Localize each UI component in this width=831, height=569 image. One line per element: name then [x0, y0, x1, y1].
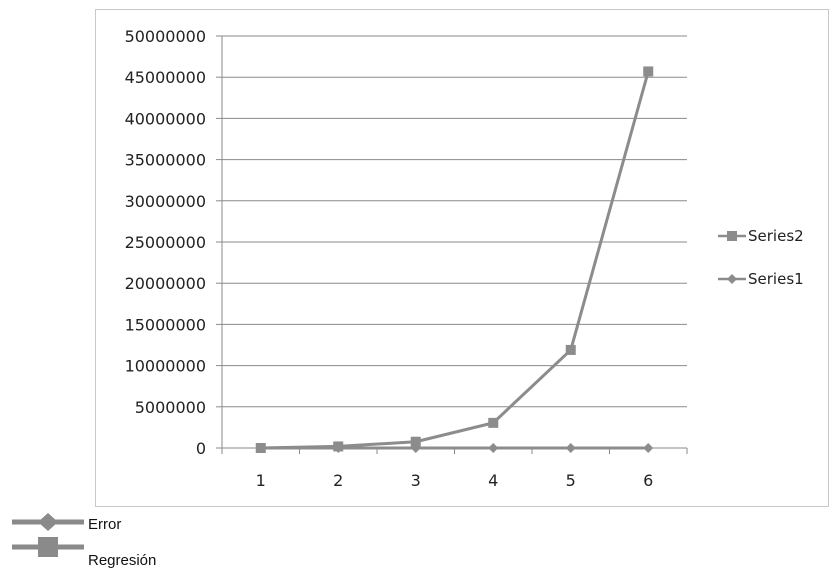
data-point-series2 — [565, 344, 576, 355]
series-line-series2 — [260, 71, 650, 450]
x-tick-label: 1 — [256, 471, 266, 490]
y-tick-label: 45000000 — [125, 68, 206, 87]
data-point-series1 — [488, 443, 499, 453]
bottom-legend-entry-regresion: Regresión — [12, 537, 156, 569]
data-point-series2 — [488, 417, 499, 428]
legend-label-series1: Series1 — [748, 270, 804, 288]
x-tick-label: 2 — [333, 471, 343, 490]
x-tick-label: 6 — [643, 471, 653, 490]
data-point-series2 — [255, 443, 266, 453]
data-point-series1 — [643, 443, 654, 453]
y-tick-label: 5000000 — [135, 398, 206, 417]
y-tick-label: 20000000 — [125, 274, 206, 293]
diamond-marker-icon — [38, 513, 58, 531]
square-marker-icon — [38, 537, 58, 557]
diamond-marker-icon — [727, 274, 737, 284]
x-tick-label: 4 — [488, 471, 498, 490]
data-point-series2 — [643, 66, 654, 77]
y-tick-label: 30000000 — [125, 192, 206, 211]
gridlines — [216, 35, 688, 454]
series-layer — [255, 66, 654, 453]
bottom-legend: Error Regresión — [12, 513, 156, 569]
legend-entry-series2: Series2 — [718, 227, 804, 245]
square-marker-icon — [727, 231, 737, 241]
y-tick-label: 35000000 — [125, 151, 206, 170]
chart-legend: Series2 Series1 — [718, 227, 804, 288]
bottom-legend-label-error: Error — [88, 516, 121, 533]
y-tick-label: 0 — [196, 439, 206, 458]
x-axis-ticks: 1 2 3 4 5 6 — [256, 471, 654, 490]
chart-frame — [95, 9, 829, 507]
bottom-legend-label-regresion: Regresión — [88, 552, 156, 569]
y-tick-label: 25000000 — [125, 233, 206, 252]
bottom-legend-entry-error: Error — [12, 513, 121, 533]
legend-label-series2: Series2 — [748, 227, 804, 245]
data-point-series2 — [333, 441, 344, 452]
y-tick-label: 50000000 — [125, 27, 206, 46]
x-tick-label: 5 — [566, 471, 576, 490]
data-point-series1 — [565, 443, 576, 453]
data-point-series2 — [410, 436, 421, 447]
y-axis-ticks: 0 5000000 10000000 15000000 20000000 25000000… — [125, 27, 206, 458]
x-tick-label: 3 — [411, 471, 421, 490]
legend-entry-series1: Series1 — [718, 270, 804, 288]
y-tick-label: 40000000 — [125, 109, 206, 128]
y-tick-label: 15000000 — [125, 315, 206, 334]
y-tick-label: 10000000 — [125, 357, 206, 376]
